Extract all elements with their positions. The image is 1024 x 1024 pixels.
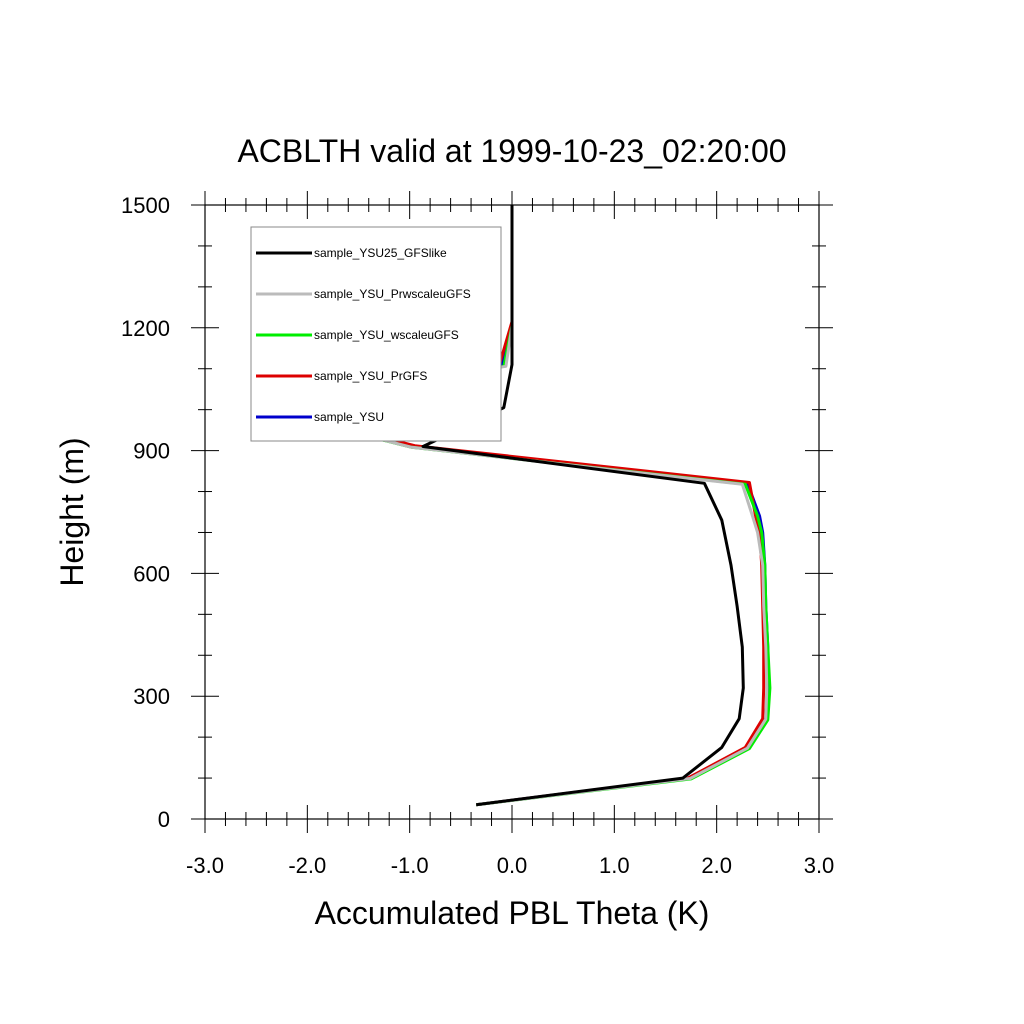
y-axis-label: Height (m)	[54, 437, 90, 586]
ticks-layer	[191, 191, 833, 833]
y-tick-label: 0	[158, 807, 170, 832]
legend-label-sample-ysu: sample_YSU	[314, 410, 384, 424]
y-tick-label: 600	[133, 561, 170, 586]
legend: sample_YSU25_GFSlike sample_YSU_Prwscaleu…	[250, 226, 502, 442]
y-tick-label: 1500	[121, 193, 170, 218]
y-tick-labels: 0 300 600 900 1200 1500	[121, 193, 170, 832]
x-tick-label: 2.0	[701, 853, 732, 878]
x-tick-label: -3.0	[186, 853, 224, 878]
y-tick-label: 1200	[121, 316, 170, 341]
x-tick-label: -1.0	[391, 853, 429, 878]
x-tick-label: 0.0	[497, 853, 528, 878]
legend-label-sample-ysu-prgfs: sample_YSU_PrGFS	[314, 369, 427, 383]
y-tick-label: 900	[133, 439, 170, 464]
y-tick-label: 300	[133, 684, 170, 709]
legend-label-sample-ysu-prwscaleugfs: sample_YSU_PrwscaleuGFS	[314, 287, 471, 301]
chart-title: ACBLTH valid at 1999-10-23_02:20:00	[237, 133, 786, 169]
x-tick-label: 3.0	[804, 853, 835, 878]
x-axis-label: Accumulated PBL Theta (K)	[315, 895, 710, 931]
x-tick-label: -2.0	[288, 853, 326, 878]
x-tick-label: 1.0	[599, 853, 630, 878]
x-tick-labels: -3.0 -2.0 -1.0 0.0 1.0 2.0 3.0	[186, 853, 834, 878]
legend-label-sample-ysu25-gfslike: sample_YSU25_GFSlike	[314, 246, 447, 260]
legend-label-sample-ysu-wscaleugfs: sample_YSU_wscaleuGFS	[314, 328, 459, 342]
